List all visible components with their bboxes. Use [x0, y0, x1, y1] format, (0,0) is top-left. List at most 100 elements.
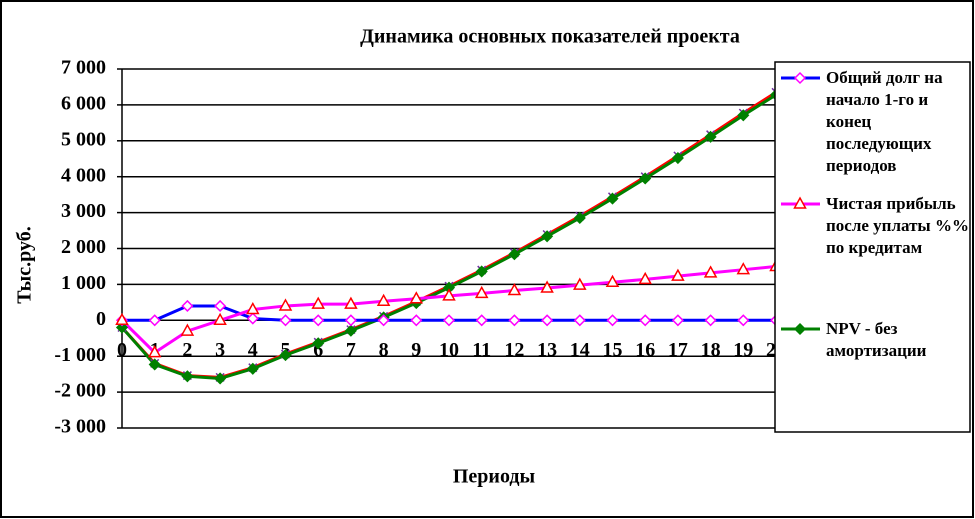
x-tick-label: 13: [537, 339, 557, 361]
point-marker: [605, 274, 620, 287]
point-marker: [377, 314, 390, 327]
point-marker: [311, 296, 325, 309]
point-marker: [508, 314, 521, 327]
point-marker: [376, 293, 391, 307]
legend-label: NPV - без амортизации: [826, 319, 927, 360]
y-tick-label: 6 000: [61, 92, 106, 114]
x-tick-label: 19: [733, 339, 753, 361]
point-marker: [344, 314, 357, 327]
legend-label: Общий долг на начало 1-го и конец послед…: [826, 68, 943, 175]
point-marker: [213, 312, 227, 326]
y-tick-label: 3 000: [61, 200, 106, 222]
x-tick-label: 18: [701, 339, 721, 361]
point-marker: [181, 299, 194, 313]
x-tick-label: 4: [248, 339, 258, 361]
point-marker: [573, 277, 587, 290]
point-marker: [541, 230, 554, 243]
x-tick-label: 16: [635, 339, 655, 361]
point-marker: [540, 280, 554, 293]
point-marker: [769, 315, 775, 326]
point-marker: [344, 296, 358, 309]
point-marker: [214, 372, 227, 385]
point-marker: [115, 312, 129, 326]
y-tick-label: 2 000: [61, 236, 106, 258]
point-marker: [442, 314, 456, 327]
x-tick-label: 2: [182, 339, 192, 361]
point-marker: [278, 298, 293, 311]
y-tick-label: -2 000: [54, 380, 106, 402]
point-marker: [148, 358, 161, 371]
point-marker: [541, 314, 554, 327]
y-tick-label: 7 000: [61, 57, 106, 79]
point-marker: [573, 211, 586, 225]
chart-title: Динамика основных показателей проекта: [360, 26, 740, 48]
series-group: [115, 87, 775, 385]
y-tick-label: -1 000: [54, 344, 106, 366]
point-marker: [214, 299, 227, 313]
point-marker: [147, 345, 162, 358]
point-marker: [475, 265, 488, 278]
point-marker: [671, 314, 684, 327]
point-marker: [671, 151, 684, 165]
legend-label: Чистая прибыль после уплаты %% по кредит…: [826, 194, 969, 257]
x-tick-label: 9: [411, 339, 421, 361]
y-tick-label: -3 000: [54, 416, 106, 438]
point-marker: [246, 301, 260, 315]
point-marker: [671, 268, 685, 281]
point-marker: [312, 314, 325, 327]
x-tick-label: 6: [313, 339, 323, 361]
point-marker: [737, 109, 750, 122]
point-marker: [573, 314, 586, 327]
x-tick-label: 3: [215, 339, 225, 361]
y-tick-label: 1 000: [61, 272, 106, 294]
point-marker: [148, 314, 161, 327]
point-marker: [736, 262, 751, 275]
point-marker: [508, 248, 521, 261]
point-marker: [638, 271, 652, 285]
point-marker: [606, 192, 619, 205]
point-marker: [737, 314, 750, 327]
point-marker: [606, 314, 619, 327]
point-marker: [704, 314, 717, 327]
y-tick-label: 5 000: [61, 128, 106, 150]
point-marker: [793, 196, 807, 209]
x-tick-label: 14: [570, 339, 590, 361]
point-marker: [410, 314, 423, 327]
point-marker: [474, 285, 489, 299]
point-marker: [344, 324, 357, 337]
x-tick-label: 12: [504, 339, 524, 361]
point-marker: [793, 322, 807, 336]
point-marker: [312, 337, 325, 350]
x-tick-label: 0: [117, 339, 127, 361]
y-tick-label: 4 000: [61, 164, 106, 186]
point-marker: [409, 291, 424, 304]
x-tick-label: 15: [603, 339, 623, 361]
point-marker: [246, 312, 259, 325]
point-marker: [703, 265, 718, 278]
x-tick-label: 17: [668, 339, 688, 361]
point-marker: [181, 370, 194, 383]
x-tick-label: 8: [379, 339, 389, 361]
point-marker: [279, 349, 292, 362]
point-marker: [279, 314, 292, 327]
y-tick-label: 0: [96, 308, 106, 330]
legend-box: [774, 61, 971, 433]
x-tick-label: 7: [346, 339, 356, 361]
x-axis-label: Периоды: [453, 466, 536, 488]
x-tick-label: 10: [439, 339, 459, 361]
point-marker: [507, 282, 522, 296]
point-marker: [475, 314, 488, 327]
point-marker: [769, 260, 775, 272]
x-tick-label: 11: [472, 339, 491, 361]
point-marker: [639, 172, 652, 185]
y-axis-label: Тыс.руб.: [14, 226, 36, 303]
point-marker: [793, 71, 807, 85]
point-marker: [639, 314, 652, 327]
point-marker: [704, 130, 717, 143]
point-marker: [769, 89, 775, 100]
point-marker: [246, 362, 259, 375]
point-marker: [180, 323, 195, 336]
point-marker: [442, 288, 456, 301]
